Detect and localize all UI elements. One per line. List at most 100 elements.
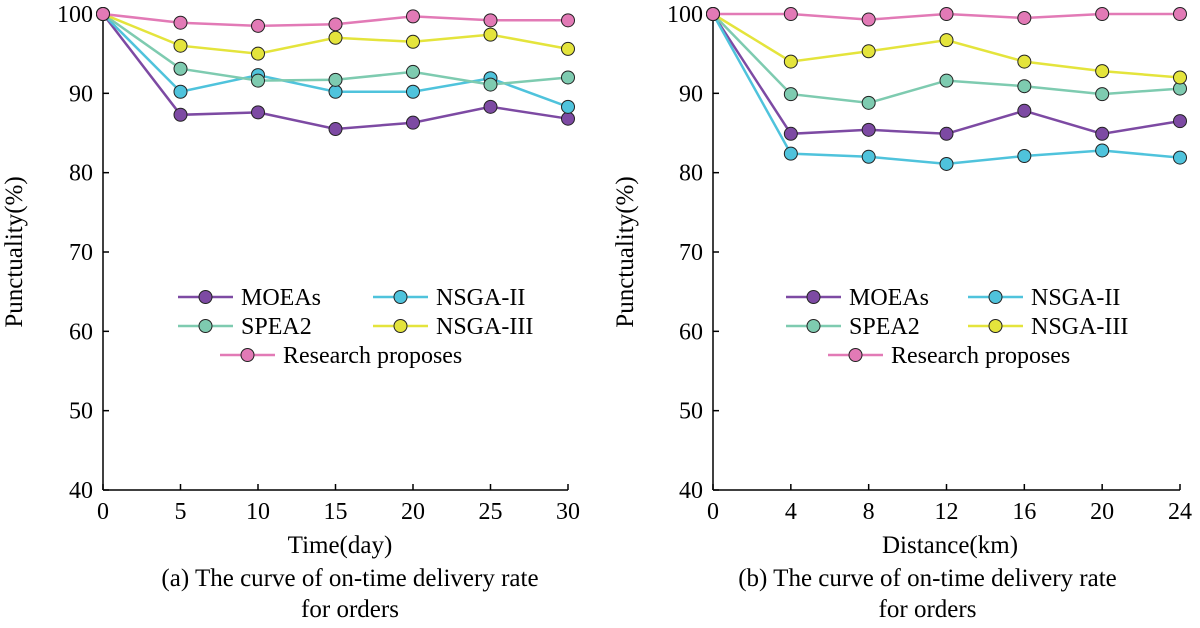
y-tick-label: 50 bbox=[679, 399, 703, 425]
x-axis-label: Time(day) bbox=[288, 532, 393, 559]
y-tick-label: 100 bbox=[57, 2, 93, 28]
legend-marker bbox=[198, 290, 213, 304]
legend-item: SPEA2 bbox=[178, 314, 312, 340]
legend-label: Research proposes bbox=[891, 343, 1070, 369]
caption-a-line2: for orders bbox=[301, 596, 399, 623]
legend-marker bbox=[393, 319, 408, 333]
data-point bbox=[251, 46, 265, 61]
data-point bbox=[561, 111, 575, 126]
y-tick-label: 60 bbox=[679, 319, 703, 345]
data-point bbox=[939, 126, 954, 141]
data-point bbox=[1017, 54, 1032, 69]
data-point bbox=[251, 18, 265, 33]
legend-label: MOEAs bbox=[849, 285, 929, 311]
series-spea2 bbox=[706, 7, 1187, 110]
data-point bbox=[1017, 149, 1032, 164]
x-tick-label: 20 bbox=[1090, 499, 1114, 525]
legend-marker bbox=[240, 348, 255, 362]
data-point bbox=[1095, 126, 1110, 141]
data-point bbox=[328, 122, 343, 137]
data-point bbox=[1017, 79, 1032, 94]
caption-b: (b) The curve of on-time delivery rate f… bbox=[655, 563, 1200, 625]
y-tick-label: 40 bbox=[69, 478, 93, 504]
data-point bbox=[328, 72, 343, 87]
x-axis-label: Distance(km) bbox=[882, 532, 1018, 559]
x-tick-label: 16 bbox=[1012, 499, 1036, 525]
y-tick-label: 40 bbox=[679, 478, 703, 504]
x-tick-label: 12 bbox=[935, 499, 959, 525]
data-point bbox=[861, 149, 876, 164]
data-point bbox=[173, 61, 188, 76]
y-tick-label: 70 bbox=[69, 240, 93, 266]
data-point bbox=[1017, 10, 1032, 25]
series-research-proposes bbox=[96, 7, 575, 33]
data-point bbox=[561, 99, 575, 114]
data-point bbox=[706, 7, 720, 21]
series-nsga-iii bbox=[96, 7, 575, 61]
legend-item: SPEA2 bbox=[786, 314, 920, 340]
legend-marker bbox=[848, 348, 863, 362]
legend-item: Research proposes bbox=[220, 343, 462, 369]
data-point bbox=[483, 77, 498, 92]
data-point bbox=[939, 156, 954, 171]
data-point bbox=[861, 95, 876, 110]
data-point bbox=[406, 84, 420, 99]
data-point bbox=[783, 7, 798, 21]
data-point bbox=[561, 70, 575, 85]
y-tick-label: 70 bbox=[679, 240, 703, 266]
x-tick-label: 24 bbox=[1168, 499, 1192, 525]
data-point bbox=[939, 33, 954, 48]
y-tick-label: 60 bbox=[69, 319, 93, 345]
y-tick-label: 90 bbox=[69, 81, 93, 107]
series-nsga-ii bbox=[706, 7, 1187, 171]
caption-a: (a) The curve of on-time delivery rate f… bbox=[60, 563, 640, 625]
caption-a-line1: (a) The curve of on-time delivery rate bbox=[161, 565, 539, 592]
data-point bbox=[328, 84, 343, 99]
chart-a: 40 50 60 70 80 90 100 0 5 10 15 20 25 30 Time(day) Punc… bbox=[1, 2, 580, 559]
y-tick-label: 100 bbox=[667, 2, 703, 28]
legend-label: NSGA-III bbox=[1031, 314, 1128, 340]
data-point bbox=[96, 7, 110, 21]
legend: MOEAs NSGA-II SPEA2 NSGA-III Research propos… bbox=[786, 285, 1128, 369]
y-axis-label: Punctuality(%) bbox=[1, 176, 28, 327]
data-point bbox=[1173, 150, 1187, 165]
data-point bbox=[173, 107, 188, 122]
legend-label: NSGA-II bbox=[436, 285, 525, 311]
data-point bbox=[1095, 64, 1110, 79]
data-point bbox=[861, 44, 876, 59]
data-point bbox=[1173, 70, 1187, 85]
data-point bbox=[406, 9, 420, 24]
legend: MOEAs NSGA-II SPEA2 NSGA-III Research propos… bbox=[178, 285, 533, 369]
legend-item: NSGA-II bbox=[968, 285, 1120, 311]
data-point bbox=[939, 7, 954, 21]
legend-item: MOEAs bbox=[786, 285, 929, 311]
x-tick-label: 10 bbox=[246, 499, 270, 525]
data-point bbox=[173, 84, 188, 99]
data-point bbox=[328, 17, 343, 32]
data-point bbox=[783, 126, 798, 141]
legend-label: NSGA-II bbox=[1031, 285, 1120, 311]
data-point bbox=[561, 13, 575, 28]
data-point bbox=[1095, 87, 1110, 102]
y-tick-label: 80 bbox=[69, 161, 93, 187]
legend-item: Research proposes bbox=[828, 343, 1070, 369]
legend-marker bbox=[198, 319, 213, 333]
data-point bbox=[251, 73, 265, 88]
data-point bbox=[173, 38, 188, 53]
caption-b-line1: (b) The curve of on-time delivery rate bbox=[738, 565, 1117, 592]
series-line bbox=[712, 13, 1181, 105]
legend-marker bbox=[988, 290, 1003, 304]
data-point bbox=[483, 13, 498, 28]
data-point bbox=[1095, 7, 1110, 21]
data-point bbox=[1173, 7, 1187, 21]
data-point bbox=[483, 99, 498, 114]
x-tick-label: 4 bbox=[785, 499, 797, 525]
legend-label: Research proposes bbox=[283, 343, 462, 369]
y-tick-label: 90 bbox=[679, 81, 703, 107]
data-point bbox=[483, 27, 498, 42]
data-point bbox=[1095, 143, 1110, 158]
data-point bbox=[1017, 103, 1032, 118]
legend-label: SPEA2 bbox=[241, 314, 312, 340]
data-point bbox=[861, 122, 876, 137]
